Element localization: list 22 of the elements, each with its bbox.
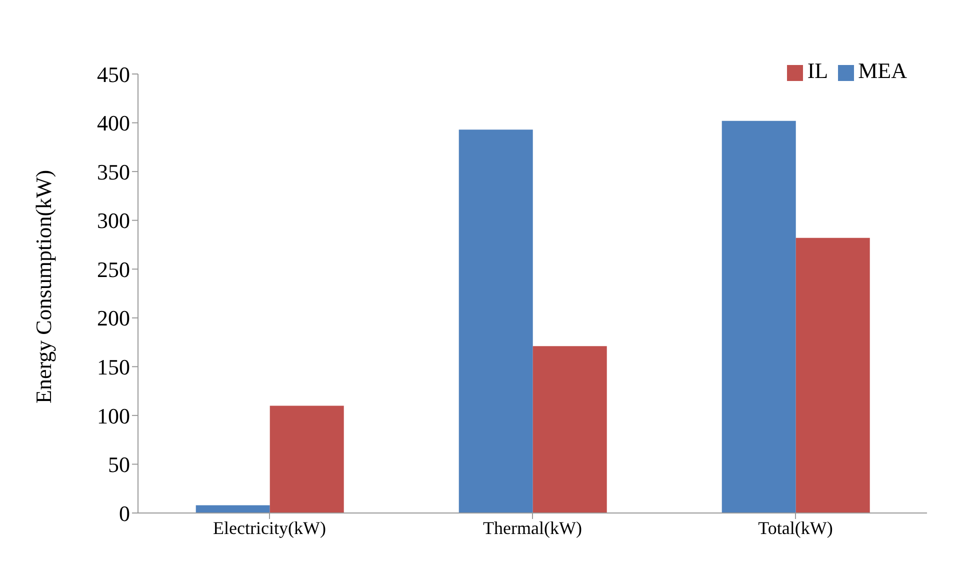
y-tick-label: 150	[97, 354, 130, 380]
y-tick-label: 350	[97, 159, 130, 184]
legend-label: MEA	[858, 58, 907, 83]
x-tick-label: Electricity(kW)	[213, 518, 326, 538]
bar	[196, 505, 270, 513]
bar	[796, 238, 870, 513]
x-tick-label: Thermal(kW)	[483, 518, 582, 538]
y-tick-label: 250	[97, 256, 130, 282]
legend-label: IL	[807, 58, 828, 83]
bar	[270, 406, 344, 513]
bar	[532, 346, 607, 513]
y-tick-label: 300	[97, 208, 130, 234]
bar	[722, 120, 796, 513]
y-tick-label: 0	[119, 500, 130, 526]
y-tick-label: 100	[97, 403, 130, 428]
y-tick-label: 400	[97, 110, 130, 136]
y-tick-label: 450	[97, 62, 130, 87]
y-tick-label: 200	[97, 306, 130, 331]
bar	[458, 130, 533, 513]
x-tick-label: Total(kW)	[758, 518, 833, 538]
y-axis-title: Energy Consumption(kW)	[30, 170, 56, 404]
y-tick-label: 50	[108, 452, 130, 478]
